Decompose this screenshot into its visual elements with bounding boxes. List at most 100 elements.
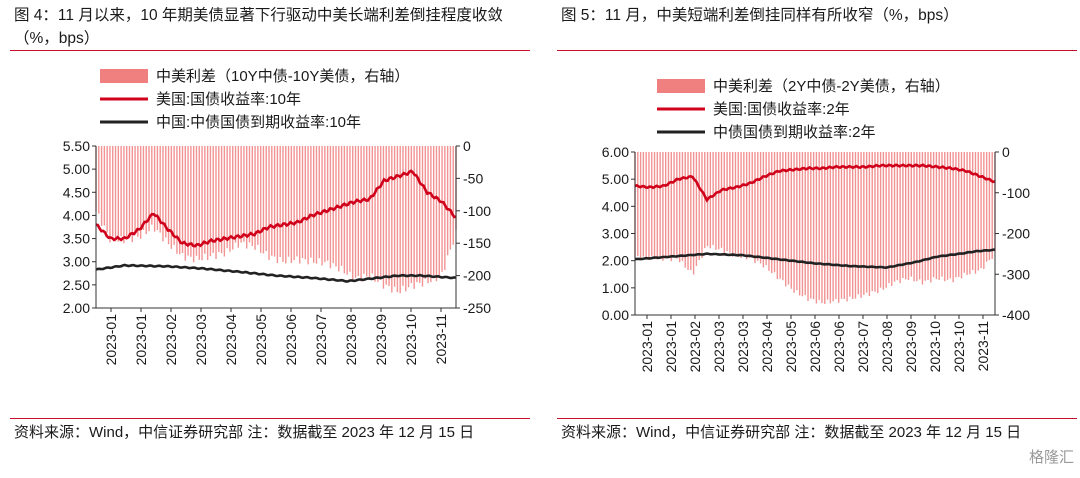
spread-bar: [645, 152, 647, 258]
spread-bar: [784, 152, 787, 287]
spread-bar: [265, 146, 267, 252]
spread-bar: [801, 152, 804, 297]
spread-bar: [888, 152, 890, 284]
spread-bar: [449, 146, 452, 250]
spread-bar: [826, 152, 829, 300]
spread-bar: [117, 146, 120, 242]
spread-bar: [941, 152, 943, 277]
spread-bar: [368, 146, 371, 279]
spread-bar: [637, 152, 639, 257]
figure-title: 图 5：11 月，中美短端利差倒挂同样有所收窄（%，bps）: [561, 7, 959, 24]
x-tick-label: 2023-10: [403, 314, 419, 366]
spread-bar: [223, 146, 226, 257]
spread-bar: [896, 152, 899, 281]
spread-bar: [396, 146, 399, 293]
title-rule: [10, 50, 530, 51]
spread-bar: [840, 152, 843, 299]
spread-bar: [156, 146, 159, 230]
spread-bar: [310, 146, 312, 258]
y-right-tick-label: -100: [1002, 185, 1030, 201]
spread-bar: [385, 146, 387, 285]
legend-entry: 中国:中债国债到期收益率:10年: [156, 114, 361, 131]
series-line-us: [634, 163, 996, 203]
spread-bar: [667, 152, 670, 258]
x-tick-label: 2023-10: [927, 321, 943, 373]
spread-bar: [181, 146, 184, 254]
spread-bar: [304, 146, 307, 260]
spread-bar: [927, 152, 929, 281]
y-right-tick-label: -50: [463, 170, 483, 186]
spread-bar: [659, 152, 661, 257]
spread-bar: [179, 146, 181, 255]
figure-right: 图 5：11 月，中美短端利差倒挂同样有所收窄（%，bps） 中美利差（2Y中债…: [557, 0, 1077, 478]
spread-bar: [899, 152, 901, 284]
spread-bar: [388, 146, 390, 287]
title-rule: [557, 50, 1077, 51]
y-left-tick-label: 2.50: [63, 277, 90, 293]
spread-bar: [692, 152, 695, 275]
spread-bar: [974, 152, 977, 274]
spread-bars: [95, 146, 457, 294]
x-tick-label: 2023-11: [975, 321, 991, 372]
spread-bar: [681, 152, 684, 261]
spread-bar: [971, 152, 974, 271]
spread-bar: [779, 152, 781, 279]
spread-bar: [949, 152, 952, 279]
spread-bar: [807, 152, 809, 302]
spread-bar: [103, 146, 106, 226]
spread-bar: [209, 146, 212, 257]
spread-bar: [195, 146, 198, 256]
spread-bar: [248, 146, 251, 243]
spread-bar: [245, 146, 248, 249]
spread-bar: [740, 152, 742, 258]
y-left-tick-label: 3.00: [63, 254, 90, 270]
y-left-tick-label: 0.00: [602, 307, 629, 323]
x-tick-label: 2023-11: [433, 314, 449, 365]
spread-bar: [874, 152, 876, 292]
spread-bar: [257, 146, 259, 245]
spread-bar: [139, 146, 142, 239]
spread-bar: [759, 152, 762, 264]
spread-bar: [653, 152, 656, 260]
spread-bar: [234, 146, 237, 243]
spread-bar: [924, 152, 926, 281]
legend-swatch-spread: [657, 79, 705, 93]
spread-bar: [402, 146, 404, 286]
spread-bar: [413, 146, 415, 289]
spread-bar: [798, 152, 801, 296]
spread-bar: [374, 146, 376, 282]
spread-bar: [985, 152, 988, 262]
spread-bar: [153, 146, 156, 232]
spread-bar: [977, 152, 979, 271]
series-line-cn: [634, 248, 996, 270]
spread-bar: [142, 146, 145, 231]
spread-bar: [187, 146, 189, 256]
y-left-tick-label: 1.00: [602, 280, 629, 296]
x-tick-label: 2023-04: [223, 314, 239, 366]
spread-bar: [123, 146, 125, 244]
spread-bar: [715, 152, 717, 250]
spread-bar: [846, 152, 848, 302]
spread-bar: [932, 152, 935, 278]
spread-bar: [290, 146, 293, 263]
spread-bar: [815, 152, 818, 304]
spread-bar: [276, 146, 279, 263]
spread-bar: [642, 152, 645, 257]
spread-bar: [902, 152, 904, 279]
y-right-tick-label: 0: [1002, 144, 1010, 160]
spread-bar: [969, 152, 971, 275]
spread-bar: [988, 152, 991, 261]
x-tick-label: 2023-01: [639, 321, 655, 373]
spread-bar: [690, 152, 692, 271]
x-tick-label: 2023-05: [783, 321, 799, 373]
spread-bar: [782, 152, 784, 281]
spread-bar: [98, 146, 100, 214]
spread-bar: [745, 152, 748, 260]
spread-bar: [913, 152, 915, 282]
spread-bar: [410, 146, 413, 284]
x-tick-label: 2023-08: [879, 321, 895, 373]
spread-bar: [960, 152, 963, 279]
spread-bar: [684, 152, 686, 268]
spread-bar: [125, 146, 128, 239]
spread-bar: [754, 152, 756, 264]
